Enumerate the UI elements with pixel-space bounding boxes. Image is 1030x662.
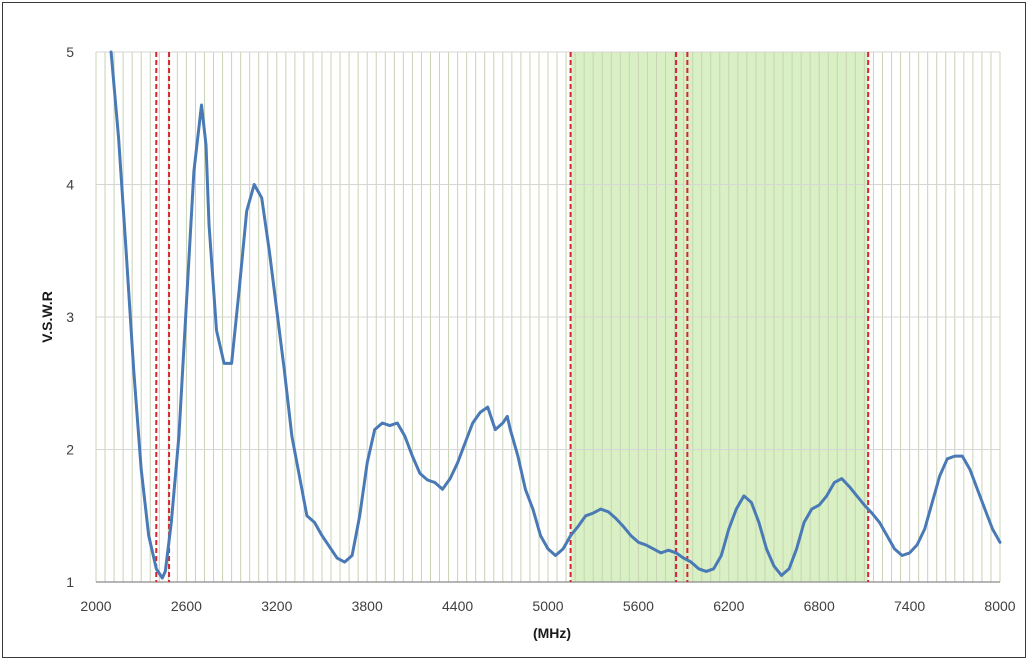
x-tick-label: 5600	[623, 598, 654, 614]
y-tick-label: 3	[66, 309, 74, 325]
x-tick-label: 7400	[894, 598, 925, 614]
x-tick-label: 6200	[713, 598, 744, 614]
y-tick-label: 5	[66, 44, 74, 60]
vswr-series-line	[109, 50, 1002, 580]
x-tick-label: 6800	[804, 598, 835, 614]
y-tick-label: 1	[66, 574, 74, 590]
y-tick-label: 4	[66, 177, 74, 193]
x-axis-title: (MHz)	[533, 625, 571, 641]
series-layer	[109, 50, 1002, 580]
x-tick-label: 2600	[171, 598, 202, 614]
x-tick-label: 4400	[442, 598, 473, 614]
grid-layer	[95, 51, 1001, 583]
y-tick-label: 2	[66, 442, 74, 458]
marker-layer	[155, 52, 870, 582]
x-axis-ticks: 2000 2600 3200 3800 4400 5000 5600 6200 6800 7400…	[80, 598, 1015, 614]
y-axis-title: V.S.W.R	[39, 291, 55, 343]
x-tick-label: 3800	[352, 598, 383, 614]
x-tick-label: 3200	[261, 598, 292, 614]
x-tick-label: 5000	[532, 598, 563, 614]
y-axis-ticks: 1 2 3 4 5	[66, 44, 74, 590]
x-tick-label: 8000	[984, 598, 1015, 614]
x-tick-label: 2000	[80, 598, 111, 614]
